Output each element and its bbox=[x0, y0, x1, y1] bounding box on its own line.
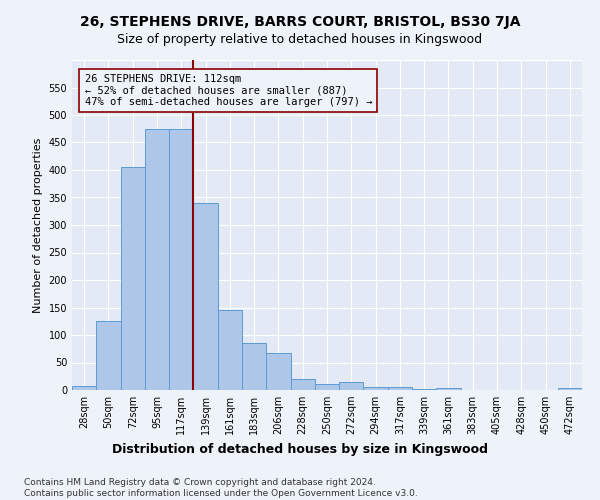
Bar bbox=[364, 386, 388, 390]
Text: 26 STEPHENS DRIVE: 112sqm
← 52% of detached houses are smaller (887)
47% of semi: 26 STEPHENS DRIVE: 112sqm ← 52% of detac… bbox=[85, 74, 372, 107]
Bar bbox=[72, 386, 96, 390]
Text: Contains HM Land Registry data © Crown copyright and database right 2024.
Contai: Contains HM Land Registry data © Crown c… bbox=[24, 478, 418, 498]
Text: Size of property relative to detached houses in Kingswood: Size of property relative to detached ho… bbox=[118, 32, 482, 46]
Bar bbox=[290, 379, 315, 390]
Y-axis label: Number of detached properties: Number of detached properties bbox=[33, 138, 43, 312]
Bar bbox=[558, 388, 582, 390]
Bar bbox=[193, 203, 218, 390]
Bar bbox=[121, 166, 145, 390]
Bar bbox=[266, 353, 290, 390]
Bar bbox=[145, 130, 169, 390]
Bar bbox=[96, 320, 121, 390]
Bar bbox=[388, 387, 412, 390]
Bar bbox=[169, 130, 193, 390]
Bar bbox=[339, 382, 364, 390]
Bar bbox=[436, 388, 461, 390]
Text: Distribution of detached houses by size in Kingswood: Distribution of detached houses by size … bbox=[112, 442, 488, 456]
Text: 26, STEPHENS DRIVE, BARRS COURT, BRISTOL, BS30 7JA: 26, STEPHENS DRIVE, BARRS COURT, BRISTOL… bbox=[80, 15, 520, 29]
Bar bbox=[242, 343, 266, 390]
Bar bbox=[315, 384, 339, 390]
Bar bbox=[218, 310, 242, 390]
